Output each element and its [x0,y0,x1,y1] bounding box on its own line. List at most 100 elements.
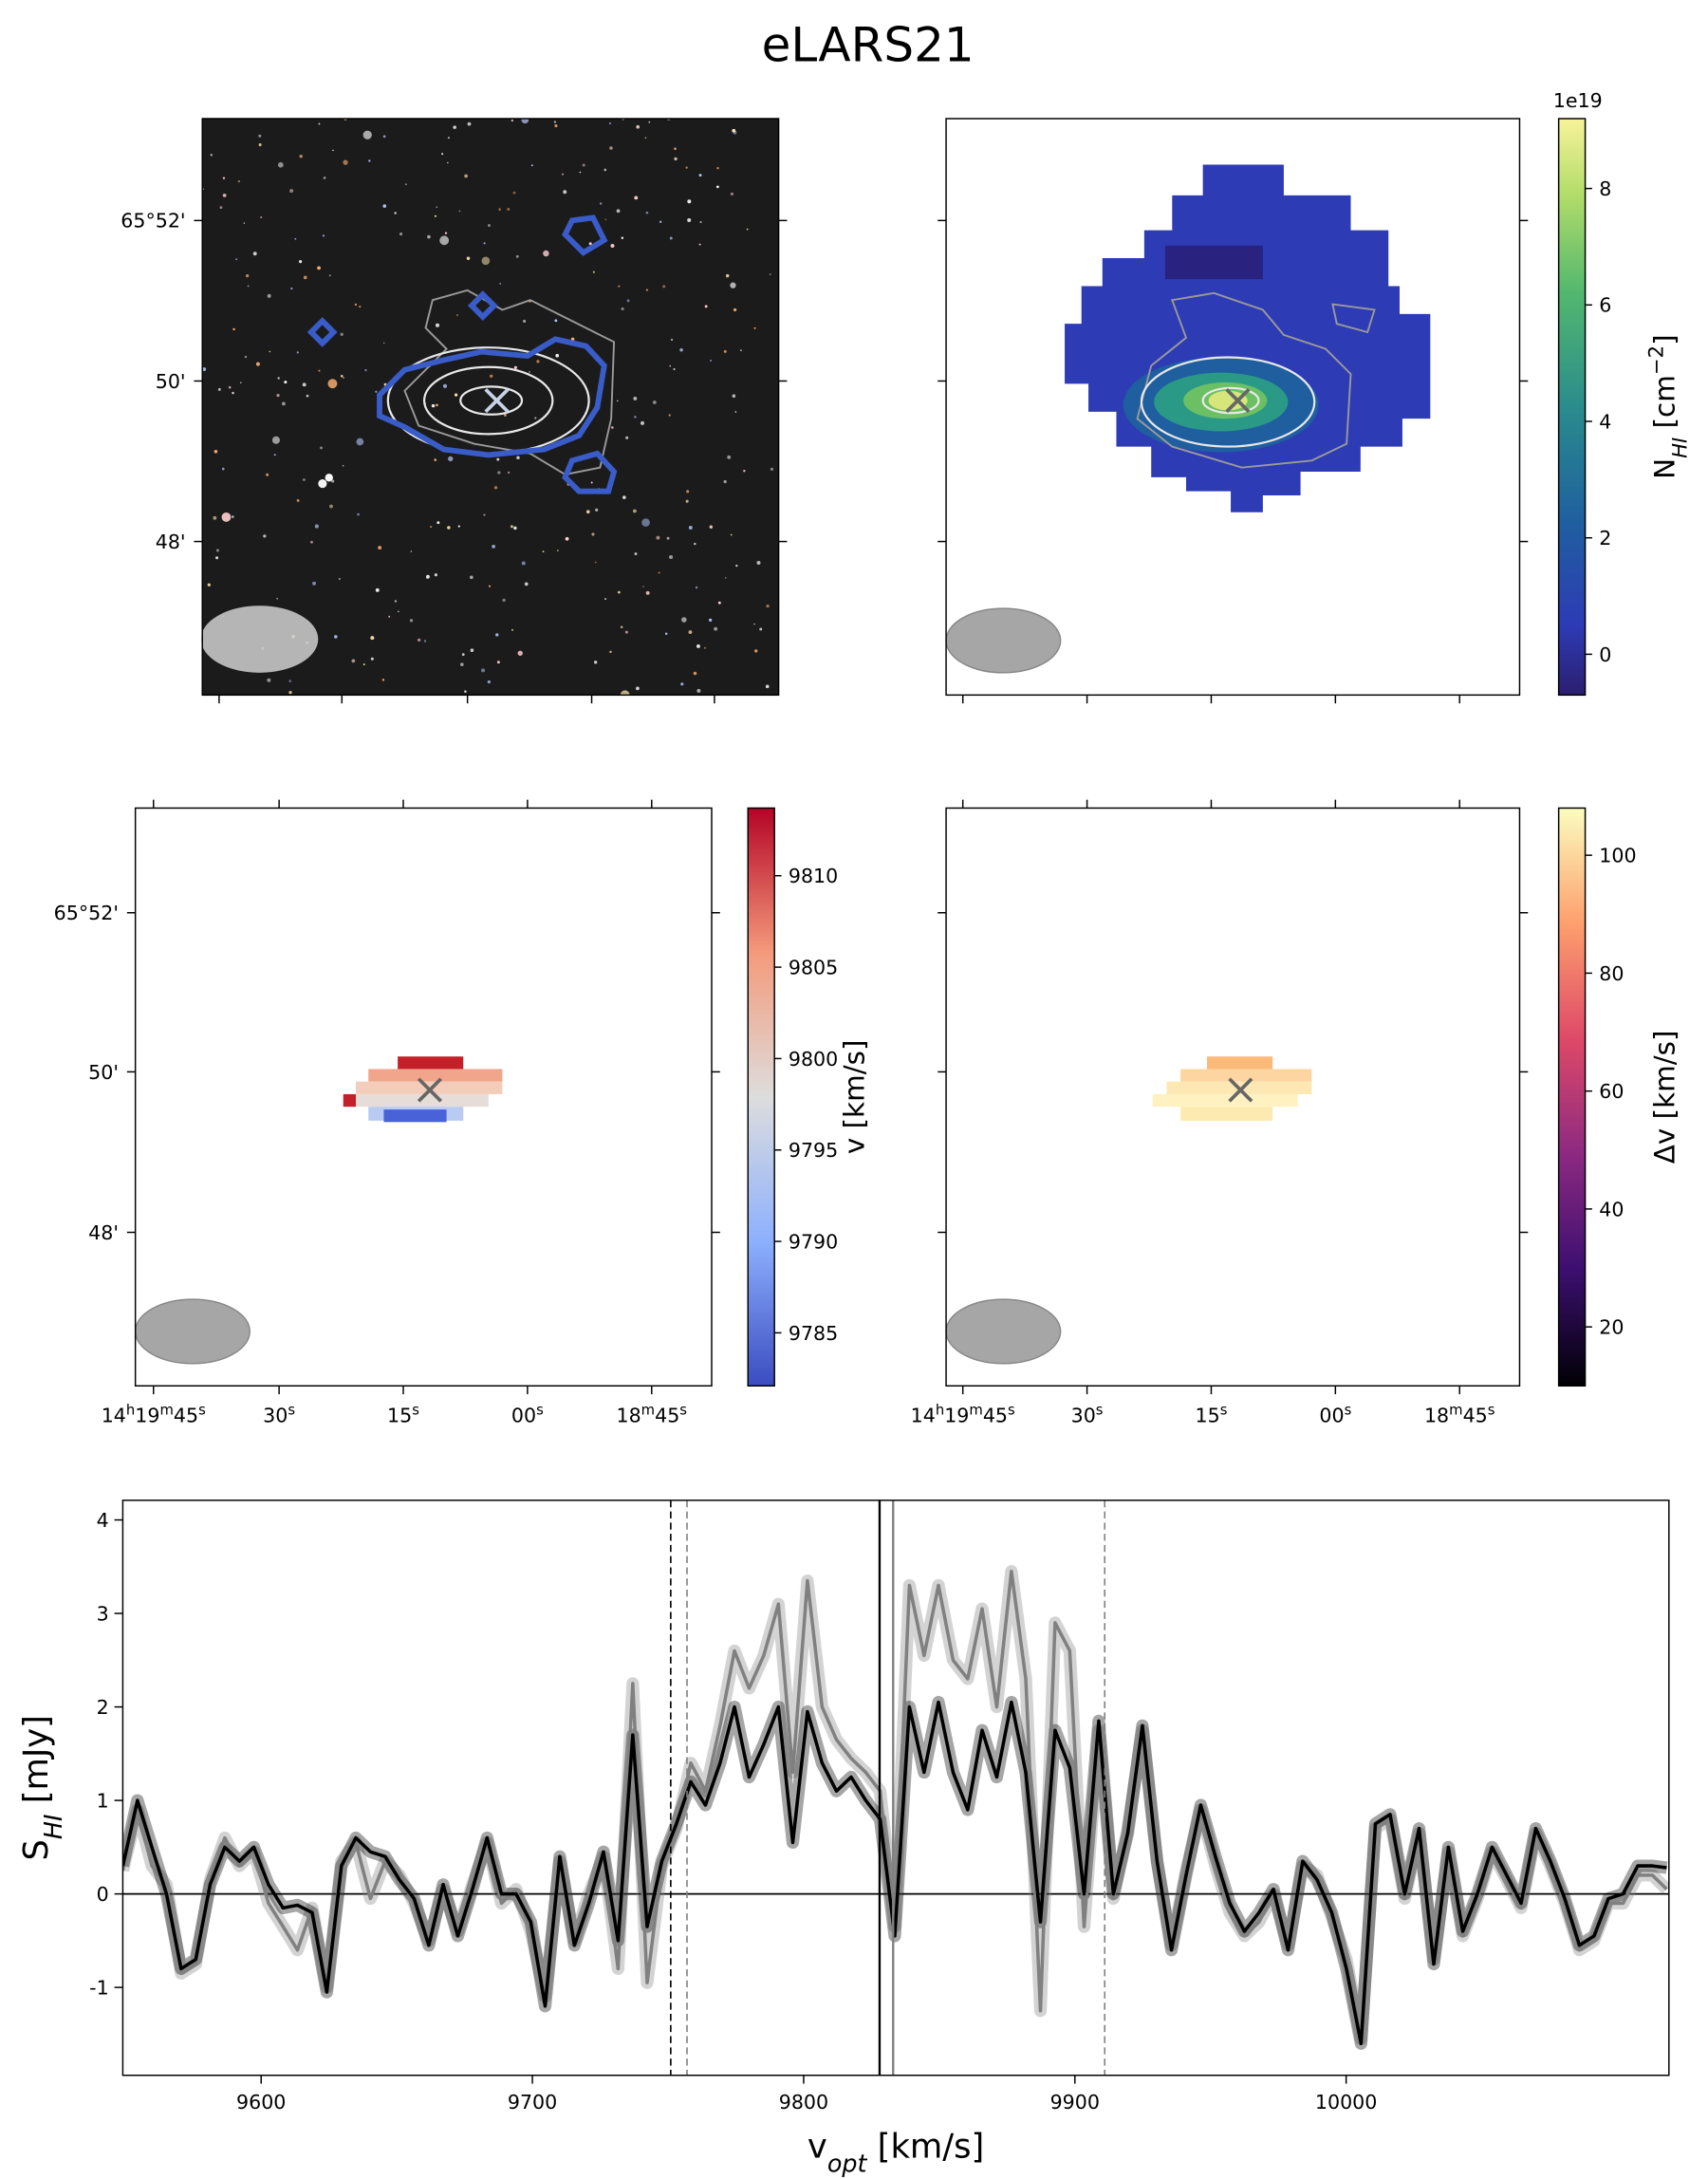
star [696,688,701,693]
star [318,369,321,372]
star [399,232,403,236]
star [298,260,303,264]
star [394,600,398,603]
star [444,232,448,234]
star [487,680,491,684]
x-tick-label: 10000 [1315,2091,1377,2114]
star [511,628,513,631]
star [521,561,526,566]
label-part: s [198,1402,206,1418]
star [267,293,271,298]
y-tick-label: 48' [156,531,186,553]
star [493,486,498,490]
star [668,414,671,417]
star [492,544,495,549]
star [688,526,693,530]
star [662,285,666,289]
star [709,359,713,362]
star [439,235,450,246]
star [618,590,621,594]
velocity-map [343,1093,357,1108]
star [431,403,436,408]
optical-panel [200,118,780,697]
star [529,371,530,373]
label: v [km/s] [838,1040,870,1155]
star [271,436,281,444]
star [489,374,493,379]
star [427,234,431,239]
star [620,625,623,629]
label-part: 00 [511,1405,536,1427]
label: 14h19m45s [102,1402,206,1426]
star [636,686,640,691]
star [611,426,614,429]
star [656,535,660,540]
star [333,635,338,639]
star [258,134,262,138]
x-tick-label: 9600 [236,2091,286,2114]
colorbar-offset: 1e19 [1553,89,1603,112]
label: 14h19m45s [911,1402,1015,1426]
star [303,478,306,481]
star [634,552,638,556]
star [669,364,672,367]
star [273,454,276,456]
star [455,314,458,317]
star [534,417,537,419]
star [410,550,413,552]
label: 18m45s [1424,1402,1495,1426]
star [368,159,371,162]
colorbar-tick-label: 9805 [789,956,838,978]
star [542,550,545,553]
dispersion-map [1207,1056,1273,1070]
star [263,534,267,538]
label-part: h [936,1402,944,1418]
star [703,646,706,649]
label-part: 45 [1463,1405,1488,1427]
star [636,124,640,129]
star [609,650,612,654]
axes-frame [134,807,713,1387]
star [430,526,433,529]
colorbar-tick-label: 9790 [789,1230,838,1253]
contour-blue [377,336,607,458]
star [563,190,567,195]
star [246,274,250,278]
star [488,224,491,227]
star [394,212,398,214]
star [734,411,737,413]
star [356,438,364,446]
star [633,396,638,400]
star [215,549,220,552]
star [746,228,749,231]
star [502,598,506,603]
star [222,177,226,179]
label-part: [mJy] [17,1715,56,1814]
star [553,121,556,123]
colorbar [1557,118,1587,697]
star [267,678,271,682]
star [723,349,727,353]
star [260,215,263,218]
star [640,420,644,425]
star [717,601,721,605]
star [327,379,338,389]
star [318,122,321,125]
star [503,413,507,417]
star [616,209,621,214]
star [498,208,501,211]
star [670,338,674,342]
label-part: 18 [617,1405,641,1427]
label-part: 14 [911,1405,936,1427]
star [517,650,523,656]
star [624,630,628,634]
colorbar-tick-label: 9795 [789,1139,838,1162]
star [626,299,630,303]
star [688,630,693,635]
label: NHI [cm−2] [1643,334,1691,478]
star [595,508,599,512]
star [530,164,533,167]
star [252,251,257,256]
star [247,285,250,288]
x-tick-label: 9900 [1050,2091,1100,2114]
